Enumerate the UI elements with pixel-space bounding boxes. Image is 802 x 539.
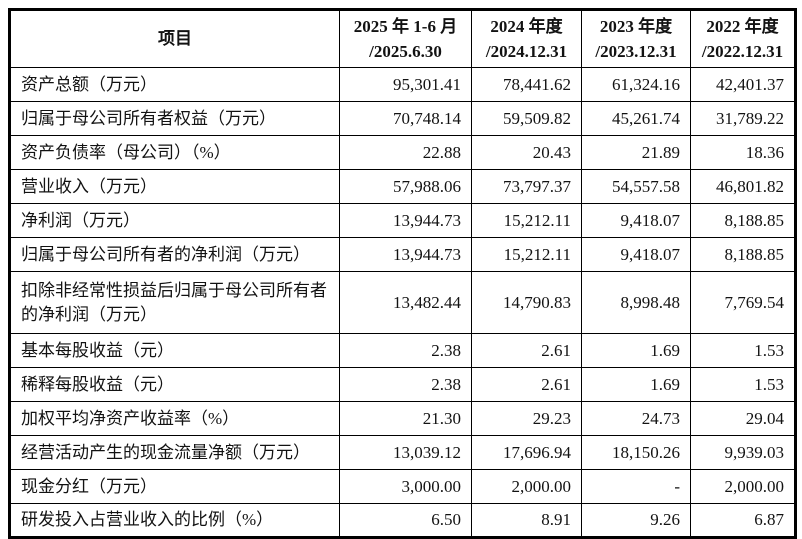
- cell-value: 18.36: [690, 135, 796, 170]
- cell-value: 31,789.22: [690, 101, 796, 136]
- row-label: 现金分红（万元）: [9, 469, 340, 504]
- cell-value: 13,944.73: [339, 203, 472, 238]
- cell-value: 1.69: [581, 367, 691, 402]
- cell-value: 21.30: [339, 401, 472, 436]
- cell-value: 2,000.00: [690, 469, 796, 504]
- cell-value: 2,000.00: [471, 469, 582, 504]
- cell-value: 73,797.37: [471, 169, 582, 204]
- cell-value: 13,039.12: [339, 435, 472, 470]
- header-period-label: 2024 年度: [490, 16, 563, 36]
- cell-value: 8,188.85: [690, 203, 796, 238]
- row-label: 资产总额（万元）: [9, 67, 340, 102]
- cell-value: 54,557.58: [581, 169, 691, 204]
- header-period-date: /2023.12.31: [595, 42, 677, 61]
- cell-value: 95,301.41: [339, 67, 472, 102]
- cell-value: 61,324.16: [581, 67, 691, 102]
- cell-value: 8,998.48: [581, 271, 691, 334]
- cell-value: 1.53: [690, 333, 796, 368]
- cell-value: 13,482.44: [339, 271, 472, 334]
- cell-value: 29.23: [471, 401, 582, 436]
- header-period-label: 2023 年度: [599, 16, 673, 36]
- row-label: 资产负债率（母公司）（%）: [9, 135, 340, 170]
- table-row-diluted-eps: 稀释每股收益（元） 2.38 2.61 1.69 1.53: [9, 367, 796, 402]
- cell-value: 70,748.14: [339, 101, 472, 136]
- header-period-label: 2022 年度: [706, 16, 779, 36]
- row-label: 基本每股收益（元）: [9, 333, 340, 368]
- cell-value: 24.73: [581, 401, 691, 436]
- row-label: 归属于母公司所有者权益（万元）: [9, 101, 340, 136]
- cell-value: 8.91: [471, 503, 582, 538]
- cell-value: 46,801.82: [690, 169, 796, 204]
- table-row-net-profit: 净利润（万元） 13,944.73 15,212.11 9,418.07 8,1…: [9, 203, 796, 238]
- table-row-operating-cash-flow: 经营活动产生的现金流量净额（万元） 13,039.12 17,696.94 18…: [9, 435, 796, 470]
- header-period-2024: 2024 年度 /2024.12.31: [471, 9, 582, 68]
- table-row-parent-net-profit: 归属于母公司所有者的净利润（万元） 13,944.73 15,212.11 9,…: [9, 237, 796, 272]
- cell-value: -: [581, 469, 691, 504]
- table-row-total-assets: 资产总额（万元） 95,301.41 78,441.62 61,324.16 4…: [9, 67, 796, 102]
- cell-value: 13,944.73: [339, 237, 472, 272]
- table-row-basic-eps: 基本每股收益（元） 2.38 2.61 1.69 1.53: [9, 333, 796, 368]
- row-label: 扣除非经常性损益后归属于母公司所有者的净利润（万元）: [9, 271, 340, 334]
- cell-value: 29.04: [690, 401, 796, 436]
- cell-value: 59,509.82: [471, 101, 582, 136]
- cell-value: 6.87: [690, 503, 796, 538]
- cell-value: 9,939.03: [690, 435, 796, 470]
- cell-value: 57,988.06: [339, 169, 472, 204]
- row-label: 归属于母公司所有者的净利润（万元）: [9, 237, 340, 272]
- cell-value: 2.38: [339, 367, 472, 402]
- cell-value: 21.89: [581, 135, 691, 170]
- table-row-weighted-roe: 加权平均净资产收益率（%） 21.30 29.23 24.73 29.04: [9, 401, 796, 436]
- cell-value: 9,418.07: [581, 237, 691, 272]
- row-label: 研发投入占营业收入的比例（%）: [9, 503, 340, 538]
- header-period-2025: 2025 年 1-6 月 /2025.6.30: [339, 9, 472, 68]
- cell-value: 15,212.11: [471, 203, 582, 238]
- cell-value: 2.61: [471, 367, 582, 402]
- cell-value: 6.50: [339, 503, 472, 538]
- cell-value: 3,000.00: [339, 469, 472, 504]
- cell-value: 15,212.11: [471, 237, 582, 272]
- header-period-date: /2025.6.30: [369, 42, 442, 61]
- row-label: 稀释每股收益（元）: [9, 367, 340, 402]
- table-row-cash-dividend: 现金分红（万元） 3,000.00 2,000.00 - 2,000.00: [9, 469, 796, 504]
- table-row-parent-equity: 归属于母公司所有者权益（万元） 70,748.14 59,509.82 45,2…: [9, 101, 796, 136]
- cell-value: 20.43: [471, 135, 582, 170]
- table-row-revenue: 营业收入（万元） 57,988.06 73,797.37 54,557.58 4…: [9, 169, 796, 204]
- header-item-column: 项目: [9, 9, 340, 68]
- row-label: 营业收入（万元）: [9, 169, 340, 204]
- table-row-rd-ratio: 研发投入占营业收入的比例（%） 6.50 8.91 9.26 6.87: [9, 503, 796, 538]
- header-period-2023: 2023 年度 /2023.12.31: [581, 9, 691, 68]
- cell-value: 9.26: [581, 503, 691, 538]
- table-row-deducted-net-profit: 扣除非经常性损益后归属于母公司所有者的净利润（万元） 13,482.44 14,…: [9, 271, 796, 334]
- header-period-date: /2024.12.31: [485, 42, 568, 61]
- cell-value: 1.53: [690, 367, 796, 402]
- row-label: 加权平均净资产收益率（%）: [9, 401, 340, 436]
- header-period-2022: 2022 年度 /2022.12.31: [690, 9, 796, 68]
- table-row-debt-ratio: 资产负债率（母公司）（%） 22.88 20.43 21.89 18.36: [9, 135, 796, 170]
- cell-value: 45,261.74: [581, 101, 691, 136]
- row-label: 经营活动产生的现金流量净额（万元）: [9, 435, 340, 470]
- cell-value: 18,150.26: [581, 435, 691, 470]
- cell-value: 2.61: [471, 333, 582, 368]
- row-label: 净利润（万元）: [9, 203, 340, 238]
- cell-value: 17,696.94: [471, 435, 582, 470]
- header-period-date: /2022.12.31: [701, 42, 784, 61]
- cell-value: 78,441.62: [471, 67, 582, 102]
- cell-value: 14,790.83: [471, 271, 582, 334]
- cell-value: 42,401.37: [690, 67, 796, 102]
- financial-summary-table: 项目 2025 年 1-6 月 /2025.6.30 2024 年度 /2024…: [8, 8, 797, 539]
- cell-value: 9,418.07: [581, 203, 691, 238]
- cell-value: 7,769.54: [690, 271, 796, 334]
- cell-value: 22.88: [339, 135, 472, 170]
- header-row: 项目 2025 年 1-6 月 /2025.6.30 2024 年度 /2024…: [9, 9, 796, 68]
- cell-value: 2.38: [339, 333, 472, 368]
- cell-value: 1.69: [581, 333, 691, 368]
- header-period-label: 2025 年 1-6 月: [353, 16, 458, 36]
- cell-value: 8,188.85: [690, 237, 796, 272]
